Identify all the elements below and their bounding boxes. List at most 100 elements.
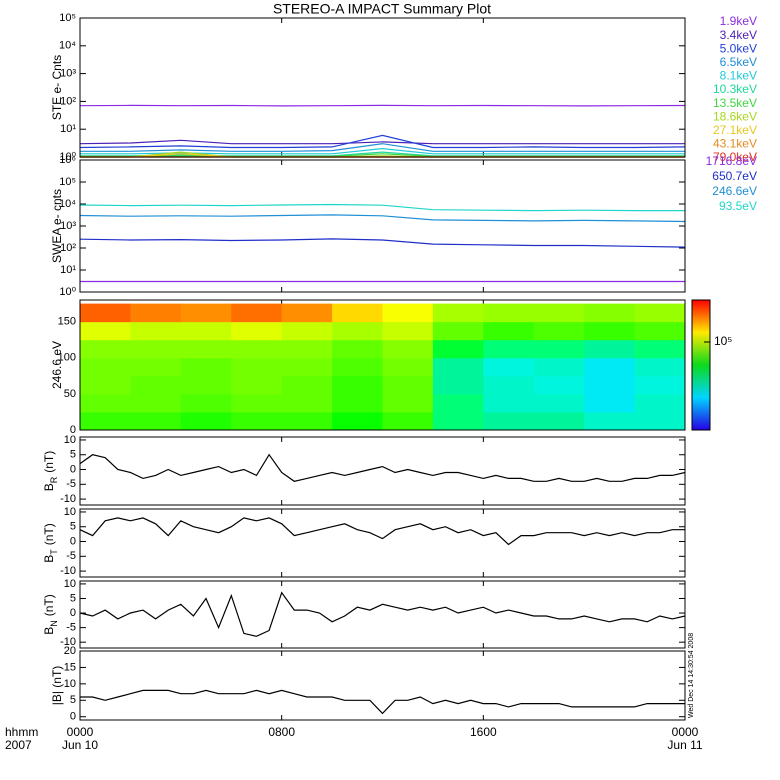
heatmap-cell (634, 357, 686, 377)
heatmap-cell (231, 357, 283, 377)
chart-title: STEREO-A IMPACT Summary Plot (273, 1, 491, 17)
heatmap-cell (180, 375, 232, 395)
heatmap-cell (332, 411, 383, 431)
heatmap-cell (180, 357, 232, 377)
heatmap-cell (533, 393, 585, 413)
legend-entry: 5.0keV (720, 41, 757, 55)
plot-frame (79, 17, 686, 158)
y-tick-label: -5 (66, 550, 76, 562)
heatmap-cell (80, 303, 131, 323)
data-line (80, 689, 685, 715)
heatmap-cell (382, 411, 434, 431)
y-axis-label-part: N (49, 620, 59, 627)
heatmap-cell (332, 357, 383, 377)
heatmap-cell (483, 393, 535, 413)
heatmap-cell (130, 339, 182, 359)
heatmap-cell (483, 357, 535, 377)
legend-entry: 13.5keV (713, 96, 757, 110)
heatmap-cell (533, 321, 585, 341)
heatmap-cell (332, 375, 383, 395)
heatmap-cell (130, 303, 182, 323)
plot-frame (79, 580, 686, 649)
legend-entry: 1716.8eV (706, 154, 757, 168)
legend-entry: 3.4keV (720, 28, 757, 42)
y-tick-label: 0 (70, 711, 76, 723)
plot-frame (79, 299, 686, 431)
y-tick-label: 10² (60, 242, 76, 254)
colorbar (691, 299, 711, 431)
heatmap-cell (634, 375, 686, 395)
y-tick-label: 10¹ (60, 264, 76, 276)
y-axis-label-part: B (42, 483, 56, 491)
y-tick-label: 10⁵ (59, 12, 76, 24)
heatmap-cell (130, 321, 182, 341)
heatmap-cell (483, 375, 535, 395)
x-tick-label: 0800 (268, 725, 295, 739)
heatmap-cell (281, 411, 333, 431)
y-axis-label-part: R (49, 476, 59, 483)
y-axis-label: BT (nT) (42, 523, 59, 563)
heatmap-cell (584, 339, 636, 359)
y-axis-label-part: (nT) (42, 594, 56, 616)
heatmap-cell (634, 303, 686, 323)
data-line (79, 104, 686, 107)
y-tick-label: 0 (70, 424, 76, 436)
heatmap-cell (80, 411, 131, 431)
heatmap-cell (483, 303, 535, 323)
heatmap-cell (231, 393, 283, 413)
heatmap-cell (382, 357, 434, 377)
heatmap-cell (180, 321, 232, 341)
y-tick-label: 10⁶ (59, 154, 76, 166)
heatmap-cell (281, 357, 333, 377)
heatmap-cell (533, 411, 585, 431)
heatmap-cell (634, 411, 686, 431)
heatmap-cell (432, 303, 484, 323)
plot-frame (79, 436, 686, 506)
y-tick-label: 10⁰ (59, 286, 76, 298)
heatmap-cell (332, 393, 383, 413)
y-tick-label: 100 (58, 352, 76, 364)
heatmap-cell (332, 339, 383, 359)
y-tick-label: 0 (70, 463, 76, 475)
legend-entry: 1.9keV (720, 14, 757, 28)
y-tick-label: 10³ (60, 68, 76, 80)
y-tick-label: 5 (70, 449, 76, 461)
heatmap-cell (533, 357, 585, 377)
heatmap-cell (281, 393, 333, 413)
heatmap-cell (130, 393, 182, 413)
heatmap-cell (483, 411, 535, 431)
y-tick-label: -10 (60, 565, 76, 577)
heatmap-cell (432, 375, 484, 395)
y-axis-label: BR (nT) (42, 451, 59, 492)
legend-entry: 18.6keV (713, 109, 757, 123)
legend-entry: 93.5eV (719, 199, 757, 213)
y-tick-label: 5 (70, 592, 76, 604)
x-tick-sublabel: Jun 10 (62, 738, 98, 752)
y-tick-label: 10⁴ (59, 198, 76, 210)
heatmap-cell (483, 339, 535, 359)
heatmap-cell (432, 411, 484, 431)
heatmap-cell (231, 411, 283, 431)
y-tick-label: 10 (64, 434, 76, 446)
y-tick-label: 150 (58, 316, 76, 328)
data-line (79, 238, 686, 248)
heatmap-cell (231, 375, 283, 395)
y-tick-label: 10³ (60, 220, 76, 232)
heatmap-cell (533, 303, 585, 323)
heatmap-cell (382, 321, 434, 341)
y-tick-label: 10⁴ (59, 40, 76, 52)
y-tick-label: -10 (60, 493, 76, 505)
data-line (79, 591, 686, 637)
heatmap-cell (80, 393, 131, 413)
heatmap-cell (281, 375, 333, 395)
legend-entry: 10.3keV (713, 82, 757, 96)
y-axis-label: SWEA e- cnts (50, 189, 64, 263)
legend-entry: 6.5keV (720, 55, 757, 69)
y-axis-label-part: B (42, 555, 56, 563)
y-tick-label: 20 (64, 645, 76, 657)
heatmap-cell (533, 375, 585, 395)
heatmap-cell (180, 411, 232, 431)
heatmap-cell (80, 357, 131, 377)
y-tick-label: -10 (60, 636, 76, 648)
y-tick-label: 10² (60, 95, 76, 107)
